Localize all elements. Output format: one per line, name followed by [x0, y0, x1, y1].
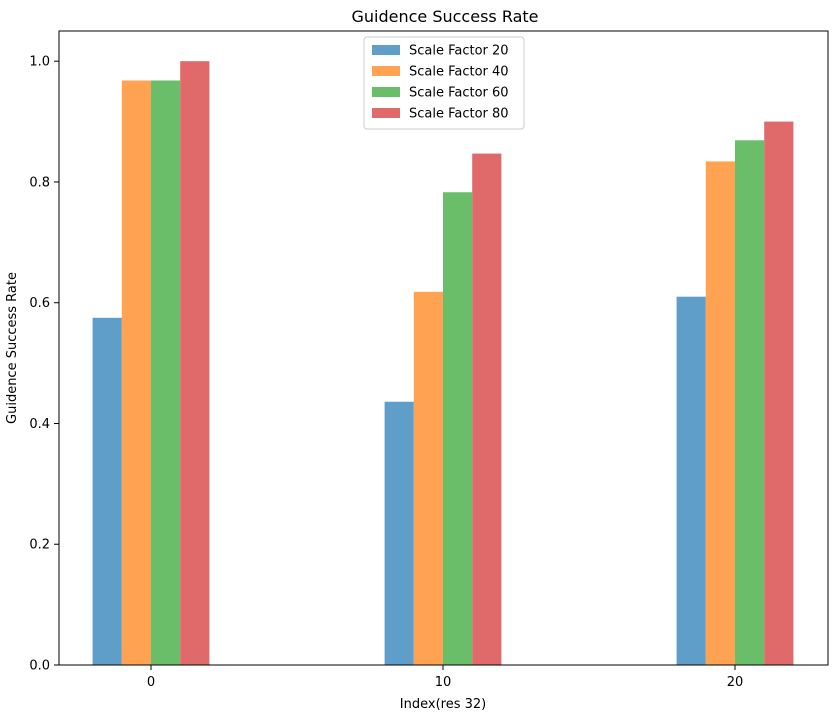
chart-title: Guidence Success Rate [351, 7, 538, 26]
legend-swatch [372, 108, 400, 118]
legend-label: Scale Factor 20 [409, 44, 509, 59]
bar-scale-factor-20-10 [384, 401, 414, 665]
bar-scale-factor-60-10 [443, 192, 473, 665]
bar-scale-factor-40-0 [121, 80, 151, 665]
y-axis: 0.0 0.2 0.4 0.6 0.8 1.0 [29, 55, 59, 674]
legend-label: Scale Factor 60 [409, 86, 509, 101]
bar-scale-factor-80-10 [472, 153, 502, 665]
x-axis-label: Index(res 32) [400, 697, 486, 712]
legend-swatch [372, 87, 400, 97]
legend-box [363, 36, 525, 130]
y-axis-label: Guidence Success Rate [5, 272, 20, 424]
y-tick-label: 0.8 [29, 175, 50, 190]
x-tick-label: 0 [147, 675, 155, 690]
bar-scale-factor-80-20 [764, 121, 794, 665]
x-tick-label: 20 [727, 675, 744, 690]
legend-label: Scale Factor 40 [409, 65, 509, 80]
bar-scale-factor-40-20 [705, 161, 735, 666]
bars-group [92, 61, 794, 666]
x-axis: 0 10 20 [147, 665, 743, 690]
plot-frame [58, 30, 829, 666]
y-tick-label: 0.0 [29, 659, 50, 674]
bar-scale-factor-20-0 [92, 317, 122, 665]
legend: Scale Factor 20 Scale Factor 40 Scale Fact… [363, 36, 525, 130]
bar-scale-factor-40-10 [413, 291, 443, 665]
legend-swatch [372, 45, 400, 55]
y-tick-label: 0.4 [29, 417, 50, 432]
y-tick-label: 1.0 [29, 55, 50, 70]
x-tick-label: 10 [435, 675, 452, 690]
bar-scale-factor-80-0 [180, 61, 210, 665]
bar-scale-factor-20-20 [676, 296, 706, 665]
bar-scale-factor-60-20 [735, 140, 765, 666]
legend-swatch [372, 66, 400, 76]
y-tick-label: 0.2 [29, 538, 50, 553]
bar-scale-factor-60-0 [151, 80, 181, 665]
legend-label: Scale Factor 80 [409, 107, 509, 122]
y-tick-label: 0.6 [29, 296, 50, 311]
